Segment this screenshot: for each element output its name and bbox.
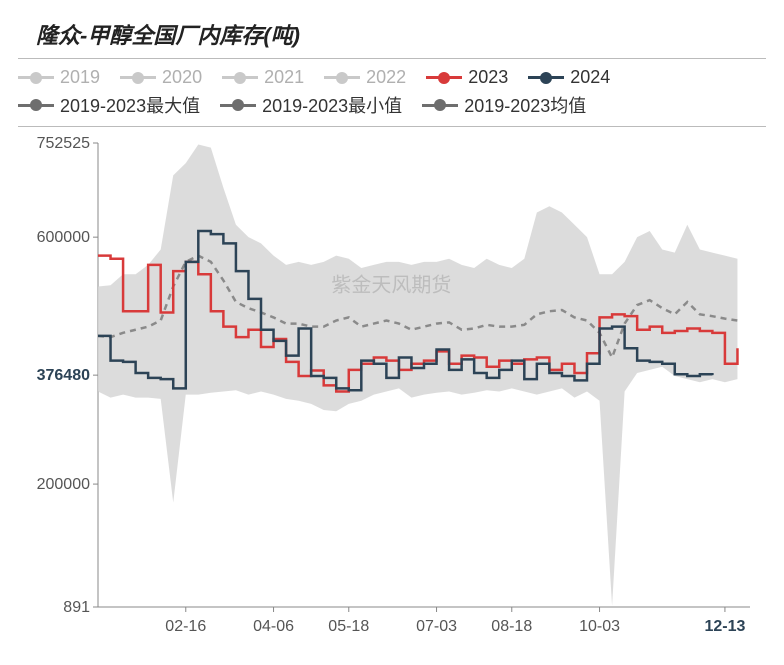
legend-swatch xyxy=(18,104,54,107)
watermark: 紫金天风期货 xyxy=(331,273,451,296)
legend-label: 2019 xyxy=(60,67,100,88)
legend-item: 2024 xyxy=(528,67,610,88)
xtick-label: 10-03 xyxy=(579,618,620,635)
legend-label: 2021 xyxy=(264,67,304,88)
chart-title: 隆众-甲醇全国厂内库存(吨) xyxy=(36,18,766,50)
ytick-label: 200000 xyxy=(37,476,90,493)
legend-item: 2019-2023最大值 xyxy=(18,92,200,118)
ytick-label: 752525 xyxy=(37,137,90,152)
legend-item: 2020 xyxy=(120,67,202,88)
range-band xyxy=(98,145,737,606)
plot-area: 752525 600000 376480 200000 891 02-16 04-06 05-… xyxy=(18,137,766,647)
legend-row: 2019 2020 2021 2022 2023 2024 xyxy=(18,65,766,90)
legend-item: 2023 xyxy=(426,67,508,88)
legend-label: 2019-2023最小值 xyxy=(262,92,402,118)
ytick-label: 376480 xyxy=(37,367,90,384)
legend-item: 2021 xyxy=(222,67,304,88)
ytick-label: 600000 xyxy=(37,229,90,246)
legend-swatch xyxy=(222,76,258,79)
legend-label: 2019-2023最大值 xyxy=(60,92,200,118)
legend-label: 2024 xyxy=(570,67,610,88)
legend-item: 2019-2023均值 xyxy=(422,92,586,118)
chart-container: 隆众-甲醇全国厂内库存(吨) 2019202020212022202320242… xyxy=(0,0,784,665)
xtick-label: 07-03 xyxy=(416,618,457,635)
legend-swatch xyxy=(426,76,462,79)
xtick-label: 04-06 xyxy=(253,618,294,635)
legend-label: 2022 xyxy=(366,67,406,88)
legend-swatch xyxy=(422,104,458,107)
legend-swatch xyxy=(528,76,564,79)
chart-svg: 752525 600000 376480 200000 891 02-16 04-06 05-… xyxy=(18,137,766,647)
legend-swatch xyxy=(324,76,360,79)
xtick-label: 02-16 xyxy=(165,618,206,635)
legend-swatch xyxy=(220,104,256,107)
xtick-label: 12-13 xyxy=(704,618,745,635)
legend-swatch xyxy=(120,76,156,79)
legend-item: 2022 xyxy=(324,67,406,88)
legend-item: 2019-2023最小值 xyxy=(220,92,402,118)
legend-row: 2019-2023最大值 2019-2023最小值 2019-2023均值 xyxy=(18,90,766,120)
legend-item: 2019 xyxy=(18,67,100,88)
legend-label: 2020 xyxy=(162,67,202,88)
legend-swatch xyxy=(18,76,54,79)
legend-label: 2023 xyxy=(468,67,508,88)
xtick-label: 08-18 xyxy=(491,618,532,635)
ytick-label: 891 xyxy=(63,599,90,616)
xtick-label: 05-18 xyxy=(328,618,369,635)
legend: 2019202020212022202320242019-2023最大值2019… xyxy=(18,58,766,127)
legend-label: 2019-2023均值 xyxy=(464,92,586,118)
